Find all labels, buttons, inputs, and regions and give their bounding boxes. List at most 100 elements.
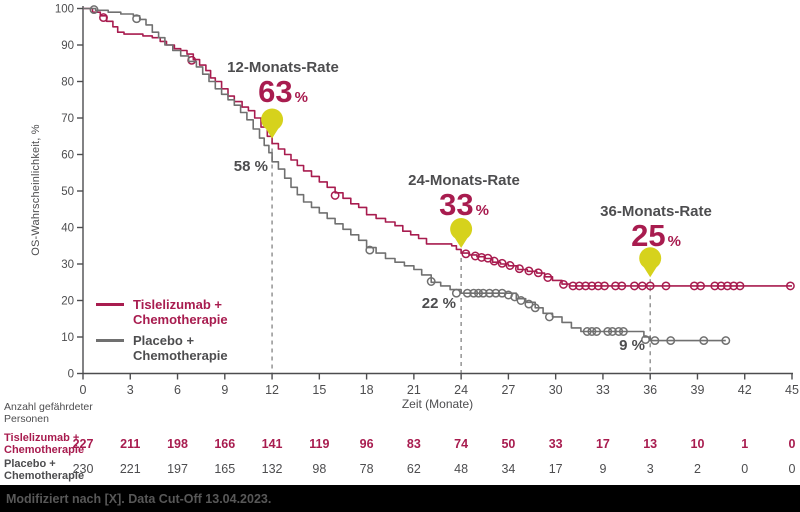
risk-value: 1 — [741, 437, 748, 451]
rate-number: 33 — [439, 187, 474, 222]
risk-header-line1: Anzahl gefährdeter — [4, 401, 93, 413]
annotation-value: 25% — [561, 220, 751, 252]
risk-value: 119 — [309, 437, 329, 451]
risk-value: 141 — [262, 437, 283, 451]
risk-value: 221 — [120, 462, 141, 476]
x-tick-label: 42 — [738, 383, 752, 397]
risk-value: 197 — [167, 462, 188, 476]
pin-icon — [450, 218, 473, 241]
risk-row-label-line1: Tislelizumab + — [4, 432, 80, 444]
x-tick-label: 6 — [174, 383, 181, 397]
risk-value: 0 — [789, 462, 796, 476]
rate-pins — [261, 108, 662, 278]
annotation-24-month-rate: 24-Monats-Rate 33% — [369, 172, 559, 221]
x-tick-label: 39 — [691, 383, 705, 397]
footer-citation: Modifiziert nach [X]. Data Cut-Off 13.04… — [6, 491, 272, 506]
annotation-value: 63% — [188, 76, 378, 108]
risk-value: 48 — [454, 462, 468, 476]
risk-value: 50 — [501, 437, 515, 451]
x-tick-label: 45 — [785, 383, 799, 397]
annotation-title: 36-Monats-Rate — [600, 203, 712, 220]
y-axis-label: OS-Wahrscheinlichkeit, % — [30, 124, 42, 256]
risk-value: 227 — [73, 437, 94, 451]
risk-value: 166 — [214, 437, 235, 451]
risk-row-label-tislelizumab: Tislelizumab + Chemotherapie — [4, 432, 84, 456]
y-tick-label: 80 — [61, 77, 74, 89]
risk-value: 10 — [691, 437, 705, 451]
legend-label-line2: Chemotherapie — [133, 312, 228, 327]
risk-value: 34 — [501, 462, 515, 476]
risk-header-line2: Personen — [4, 413, 49, 425]
risk-value: 17 — [596, 437, 610, 451]
annotation-36-month-rate: 36-Monats-Rate 25% — [561, 203, 751, 252]
risk-value: 17 — [549, 462, 563, 476]
risk-value: 96 — [360, 437, 374, 451]
y-tick-label: 30 — [61, 259, 74, 271]
pin-icon — [261, 108, 284, 131]
risk-row-label-placebo: Placebo + Chemotherapie — [4, 458, 84, 482]
censor-marks-placebo — [89, 5, 731, 346]
legend-label: Tislelizumab + Chemotherapie — [133, 297, 228, 327]
rate-unit: % — [294, 89, 308, 106]
x-tick-label: 27 — [501, 383, 515, 397]
x-tick-label: 12 — [265, 383, 279, 397]
x-axis-label: Zeit (Monate) — [401, 397, 474, 411]
y-tick-label: 70 — [61, 113, 74, 125]
x-tick-label: 33 — [596, 383, 610, 397]
risk-value: 230 — [73, 462, 94, 476]
rate-number: 25 — [631, 218, 666, 253]
placebo-rate-12: 58 % — [233, 158, 268, 175]
legend-label-line1: Placebo + — [133, 333, 195, 348]
rate-dashed-lines — [271, 140, 651, 374]
x-tick-label: 24 — [454, 383, 468, 397]
x-tick-label: 36 — [643, 383, 657, 397]
x-tick-label: 18 — [360, 383, 374, 397]
risk-row-label-line1: Placebo + — [4, 458, 56, 470]
rate-unit: % — [475, 202, 489, 219]
placebo-rate-36: 9 % — [619, 337, 645, 354]
risk-value: 83 — [407, 437, 421, 451]
y-tick-label: 90 — [61, 40, 74, 52]
legend-label-line2: Chemotherapie — [133, 348, 228, 363]
risk-value: 211 — [120, 437, 140, 451]
tislelizumab-line-swatch — [96, 303, 124, 306]
placebo-rate-24: 22 % — [421, 295, 456, 312]
rate-unit: % — [667, 233, 681, 250]
footer-bar: Modifiziert nach [X]. Data Cut-Off 13.04… — [0, 485, 800, 512]
risk-value: 62 — [407, 462, 421, 476]
legend-item-placebo: Placebo + Chemotherapie — [96, 333, 228, 363]
risk-value: 13 — [643, 437, 657, 451]
y-tick-label: 50 — [61, 186, 74, 198]
risk-row-label-line2: Chemotherapie — [4, 444, 85, 456]
x-tick-label: 15 — [312, 383, 326, 397]
curve-placebo — [83, 7, 726, 342]
pin-icon — [639, 247, 662, 270]
risk-value: 33 — [549, 437, 563, 451]
annotation-value: 33% — [369, 189, 559, 221]
risk-value: 165 — [214, 462, 235, 476]
y-tick-label: 100 — [55, 4, 74, 16]
y-tick-label: 20 — [61, 296, 74, 308]
x-tick-label: 0 — [80, 383, 87, 397]
risk-row-label-line2: Chemotherapie — [4, 470, 85, 482]
rate-number: 63 — [258, 74, 293, 109]
annotation-title: 24-Monats-Rate — [408, 172, 520, 189]
risk-value: 9 — [599, 462, 606, 476]
annotation-title: 12-Monats-Rate — [227, 59, 339, 76]
risk-value: 2 — [694, 462, 701, 476]
x-tick-label: 9 — [221, 383, 228, 397]
x-tick-label: 21 — [407, 383, 421, 397]
legend: Tislelizumab + Chemotherapie Placebo + C… — [96, 297, 228, 369]
risk-value: 132 — [262, 462, 283, 476]
y-tick-label: 0 — [68, 369, 74, 381]
x-tick-label: 3 — [127, 383, 134, 397]
risk-table-header: Anzahl gefährdeter Personen — [4, 401, 93, 425]
risk-values-row-1: 230 221 197 165 132 98 78 62 48 34 17 9 3 2 0 0 — [73, 462, 796, 476]
y-tick-label: 60 — [61, 150, 74, 162]
risk-value: 3 — [647, 462, 654, 476]
risk-value: 0 — [741, 462, 748, 476]
placebo-line-swatch — [96, 339, 124, 342]
